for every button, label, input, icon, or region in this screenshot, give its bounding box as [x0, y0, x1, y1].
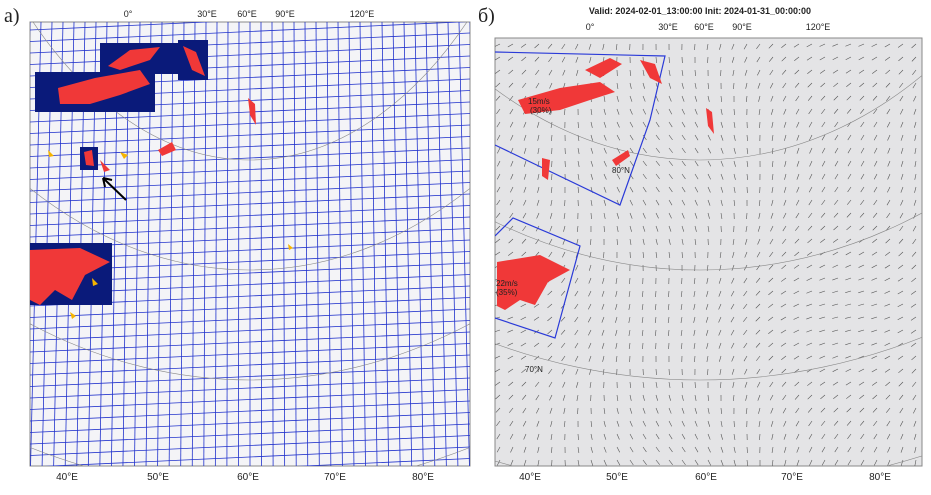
lon-label: 60°E: [237, 9, 257, 19]
grid-row: [30, 0, 470, 7]
grid-col: [481, 22, 493, 466]
lon-label: 120°E: [350, 9, 375, 19]
lon-label: 80°E: [412, 472, 434, 483]
panel-title: Valid: 2024-02-01_13:00:00 Init: 2024-01…: [589, 6, 811, 16]
lon-label: 60°E: [695, 472, 717, 483]
lon-label: 70°E: [324, 472, 346, 483]
grid-col: [470, 22, 481, 466]
grid-col: [0, 22, 8, 466]
annotation: 22m/s: [496, 279, 518, 288]
lon-label: 40°E: [519, 472, 541, 483]
annotation: 70°N: [525, 365, 543, 374]
grid-col: [238, 22, 239, 466]
lon-label: 30°E: [197, 9, 217, 19]
lon-label: 70°E: [781, 472, 803, 483]
grid-col: [19, 22, 30, 466]
grid-col: [7, 22, 19, 466]
grid-col: [261, 22, 262, 466]
lon-label: 60°E: [694, 22, 714, 32]
lon-label: 80°E: [869, 472, 891, 483]
lon-label: 40°E: [56, 472, 78, 483]
lon-label: 0°: [124, 9, 133, 19]
lon-label: 90°E: [275, 9, 295, 19]
lon-label: 120°E: [806, 22, 831, 32]
lon-label: 0°: [586, 22, 595, 32]
annotation: (35%): [496, 288, 518, 297]
lon-label: 90°E: [732, 22, 752, 32]
annotation: (30%): [530, 106, 552, 115]
panel-label: б): [478, 5, 495, 27]
lon-label: 30°E: [658, 22, 678, 32]
annotation: 15m/s: [528, 97, 550, 106]
annotation: 80°N: [612, 166, 630, 175]
lon-label: 50°E: [606, 472, 628, 483]
lon-label: 60°E: [237, 472, 259, 483]
panel-label: а): [4, 5, 20, 27]
lon-label: 50°E: [147, 472, 169, 483]
